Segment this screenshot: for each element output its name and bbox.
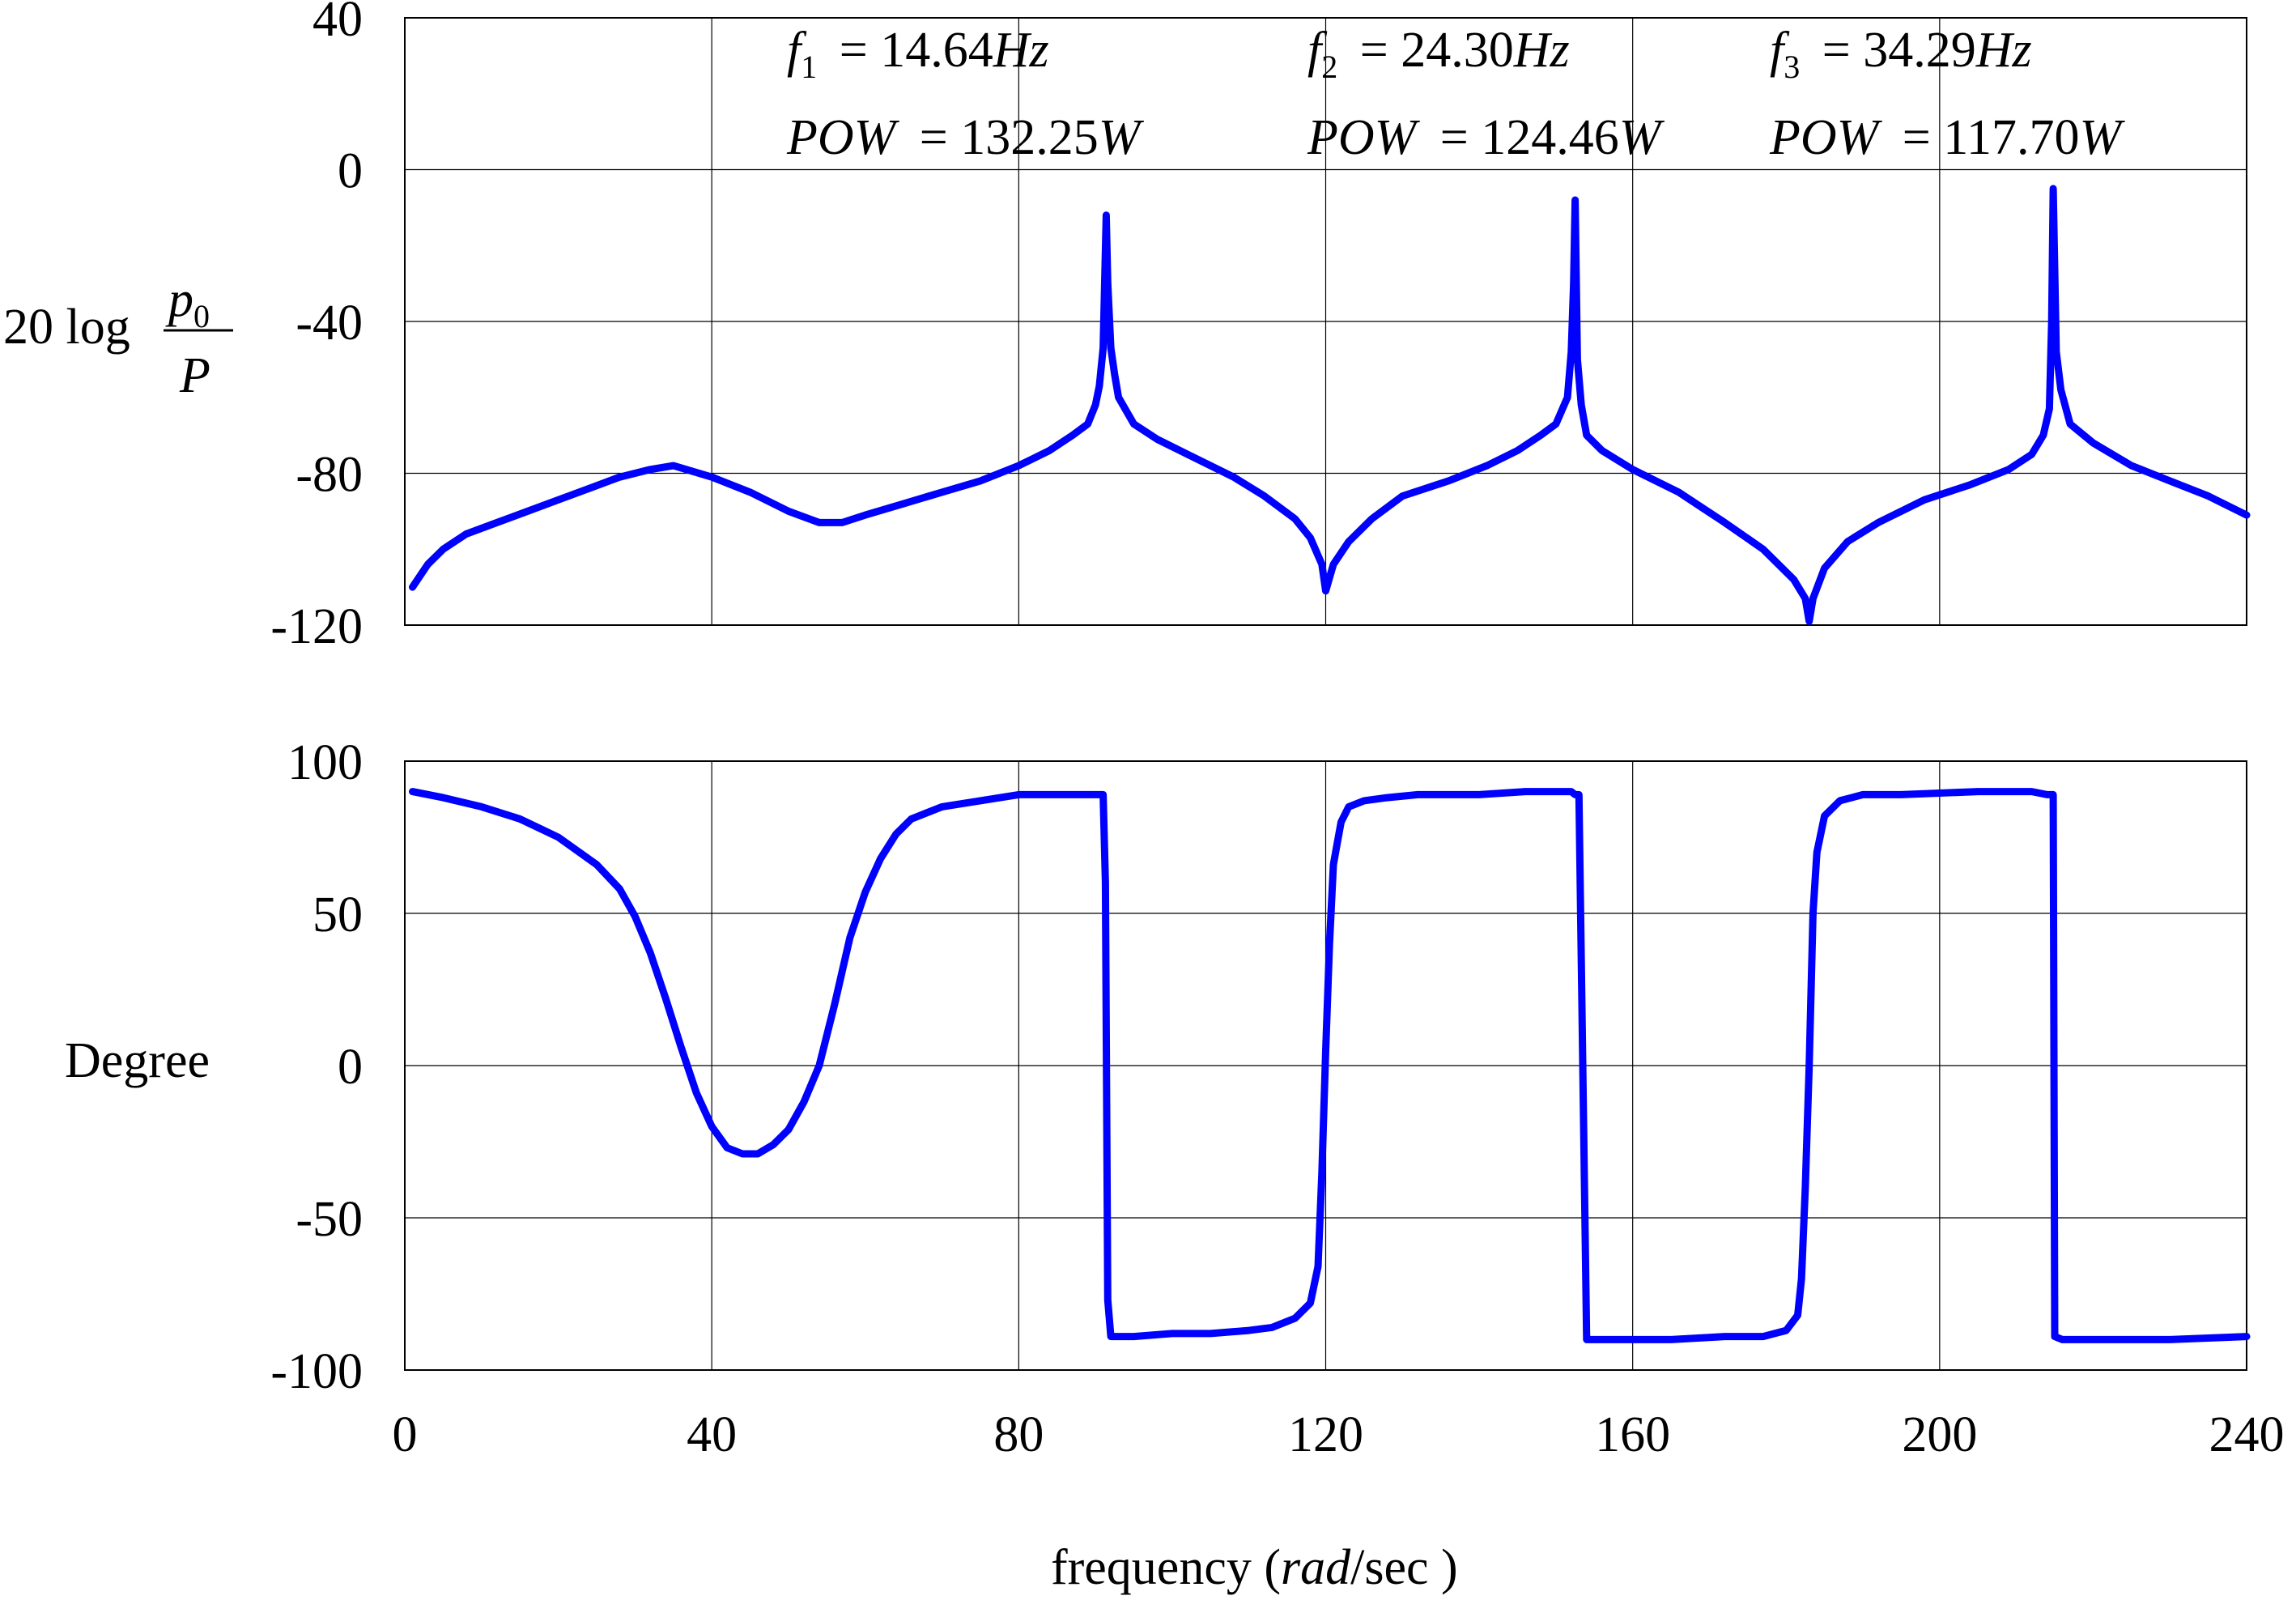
resonance-frequency-label: f2 = 24.30Hz [1307, 23, 1570, 85]
phase-series [409, 788, 2251, 1343]
frequency-x-tick-label: 120 [1288, 1407, 1363, 1462]
frequency-x-tick-label: 240 [2209, 1407, 2285, 1462]
magnitude-y-tick-label: -80 [296, 448, 363, 503]
x-axis-label: frequency (rad/sec ) [1051, 1540, 1458, 1595]
frequency-x-tick-label: 160 [1595, 1407, 1670, 1462]
resonance-annotations: f1 = 14.64Hz POW = 132.25W f2 = 24.30Hz POW… [786, 23, 2125, 165]
phase-y-tick-labels: 100 50 0 -50 -100 [270, 735, 363, 1399]
phase-series-line [409, 788, 2251, 1343]
frequency-x-tick-labels: 0 40 80 120 160 200 240 [393, 1407, 2285, 1462]
magnitude-y-tick-label: -120 [270, 599, 363, 654]
magnitude-y-label-prefix: 20 log [3, 300, 130, 355]
phase-grid [404, 760, 2247, 1371]
phase-y-tick-label: 50 [313, 887, 363, 943]
magnitude-series-line [409, 185, 2251, 625]
magnitude-series [409, 185, 2251, 625]
magnitude-grid [404, 17, 2247, 626]
magnitude-y-tick-label: 0 [338, 144, 363, 199]
phase-y-tick-label: -50 [296, 1192, 363, 1247]
resonance-frequency-label: f1 = 14.64Hz [787, 23, 1049, 85]
magnitude-y-tick-label: 40 [313, 0, 363, 47]
resonance-frequency-label: f3 = 34.29Hz [1770, 23, 2032, 85]
frequency-x-tick-label: 80 [993, 1407, 1044, 1462]
phase-panel: 100 50 0 -50 -100 0 40 80 120 160 200 240 Degree [65, 735, 2285, 1462]
frequency-x-tick-label: 0 [393, 1407, 418, 1462]
phase-y-tick-label: -100 [270, 1344, 363, 1399]
phase-y-label: Degree [65, 1033, 210, 1088]
resonance-power-label: POW = 117.70W [1769, 110, 2125, 165]
frequency-x-tick-label: 200 [1902, 1407, 1977, 1462]
resonance-power-label: POW = 124.46W [1307, 110, 1665, 165]
magnitude-y-tick-labels: 40 0 -40 -80 -120 [270, 0, 363, 654]
magnitude-y-label-denominator: P [179, 348, 210, 403]
phase-y-tick-label: 100 [287, 735, 363, 790]
phase-y-tick-label: 0 [338, 1040, 363, 1095]
frequency-x-tick-label: 40 [687, 1407, 737, 1462]
magnitude-y-tick-label: -40 [296, 296, 363, 351]
resonance-power-label: POW = 132.25W [786, 110, 1145, 165]
magnitude-y-label-numerator: p0 [165, 272, 210, 334]
